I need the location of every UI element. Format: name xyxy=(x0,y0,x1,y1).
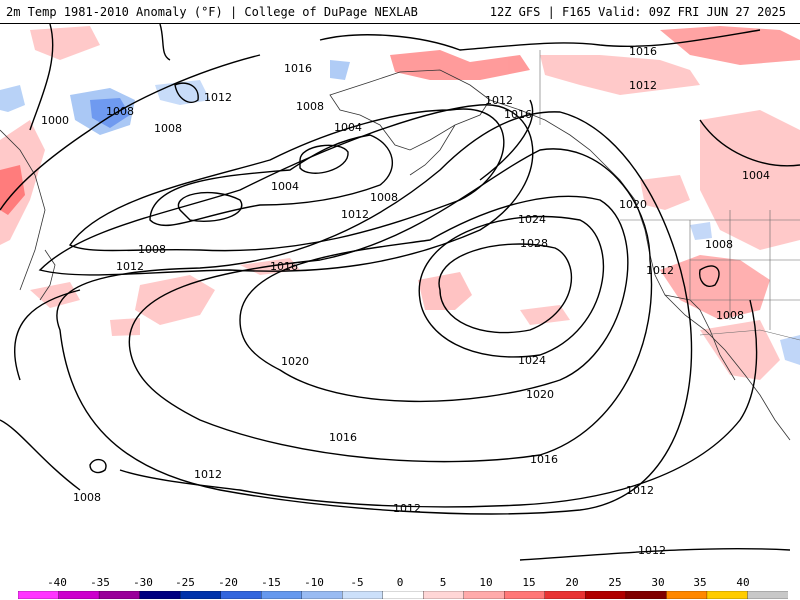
coastlines xyxy=(0,69,791,441)
political-borders xyxy=(539,50,800,341)
legend-tick-label: -5 xyxy=(350,576,364,589)
legend-tick-label: 5 xyxy=(439,576,447,589)
isobar-label: 1008 xyxy=(716,309,744,322)
isobars xyxy=(0,24,800,561)
legend-tick-label: 20 xyxy=(565,576,579,589)
isobar-label: 1012 xyxy=(629,79,657,92)
legend-tick-label: -40 xyxy=(47,576,67,589)
isobar-label: 1004 xyxy=(271,180,299,193)
isobar-label: 1012 xyxy=(341,208,369,221)
legend-color-bar xyxy=(18,591,788,599)
isobar-label: 1008 xyxy=(138,243,166,256)
legend-tick-label: -10 xyxy=(304,576,324,589)
warm-anomaly-shading xyxy=(0,26,800,380)
legend-color-swatch xyxy=(18,591,60,599)
legend-color-swatch xyxy=(342,591,384,599)
isobar-label: 1016 xyxy=(329,431,357,444)
legend-color-swatch xyxy=(261,591,303,599)
isobar-label: 1000 xyxy=(41,114,69,127)
isobar-label: 1024 xyxy=(518,213,546,226)
legend-tick-label: 35 xyxy=(693,576,707,589)
isobar-label: 1008 xyxy=(296,100,324,113)
legend-tick-label: 0 xyxy=(396,576,404,589)
isobar-label: 1012 xyxy=(638,544,666,557)
legend-color-swatch xyxy=(544,591,587,599)
isobar-label: 1004 xyxy=(742,169,770,182)
map-header: 2m Temp 1981-2010 Anomaly (°F) | College… xyxy=(0,0,800,24)
legend-tick-label: 10 xyxy=(479,576,493,589)
legend-color-swatch xyxy=(666,591,708,599)
legend-color-swatch xyxy=(58,591,100,599)
isobar-label: 1012 xyxy=(646,264,674,277)
isobar-label: 1012 xyxy=(626,484,654,497)
isobar-label: 1012 xyxy=(485,94,513,107)
isobar-label: 1020 xyxy=(281,355,309,368)
legend-tick-label: 30 xyxy=(651,576,665,589)
isobar-label: 1008 xyxy=(154,122,182,135)
legend-tick-label: 25 xyxy=(608,576,622,589)
isobar-label: 1012 xyxy=(204,91,232,104)
legend-color-swatch xyxy=(301,591,343,599)
isobar-label: 1020 xyxy=(526,388,554,401)
isobar-label: 1016 xyxy=(629,45,657,58)
isobar-labels: 1000 1008 1008 1012 1016 1008 1004 1004 … xyxy=(41,45,770,557)
isobar-label: 1016 xyxy=(504,108,532,121)
isobar-label: 1008 xyxy=(370,191,398,204)
product-title: 2m Temp 1981-2010 Anomaly (°F) | College… xyxy=(6,5,418,19)
isobar-label: 1004 xyxy=(334,121,362,134)
legend-color-swatch xyxy=(139,591,181,599)
isobar-label: 1016 xyxy=(530,453,558,466)
legend-tick-label: -25 xyxy=(175,576,195,589)
isobar-label: 1012 xyxy=(393,502,421,515)
legend-color-swatch xyxy=(504,591,546,599)
legend-tick-label: -15 xyxy=(261,576,281,589)
legend-tick-label: -20 xyxy=(218,576,238,589)
isobar-label: 1020 xyxy=(619,198,647,211)
legend-color-swatch xyxy=(747,591,788,599)
legend-color-swatch xyxy=(98,591,141,599)
color-scale-legend: -40 -35 -30 -25 -20 -15 -10 -5 0 5 10 15… xyxy=(0,576,800,600)
legend-tick-label: 40 xyxy=(736,576,750,589)
run-valid-time: 12Z GFS | F165 Valid: 09Z FRI JUN 27 202… xyxy=(489,5,786,19)
legend-color-swatch xyxy=(220,591,262,599)
legend-color-swatch xyxy=(423,591,465,599)
legend-tick-label: -35 xyxy=(90,576,110,589)
legend-color-swatch xyxy=(179,591,222,599)
isobar-label: 1016 xyxy=(284,62,312,75)
isobar-label: 1024 xyxy=(518,354,546,367)
isobar-label: 1012 xyxy=(116,260,144,273)
isobar-label: 1008 xyxy=(73,491,101,504)
isobar-label: 1012 xyxy=(194,468,222,481)
legend-tick-label: 15 xyxy=(522,576,536,589)
isobar-label: 1008 xyxy=(705,238,733,251)
pressure-anomaly-map: 1000 1008 1008 1012 1016 1008 1004 1004 … xyxy=(0,24,800,561)
legend-color-swatch xyxy=(585,591,627,599)
isobar-label: 1008 xyxy=(106,105,134,118)
legend-color-swatch xyxy=(706,591,749,599)
isobar-label: 1016 xyxy=(270,260,298,273)
legend-color-swatch xyxy=(625,591,668,599)
legend-tick-label: -30 xyxy=(133,576,153,589)
legend-color-swatch xyxy=(463,591,505,599)
legend-color-swatch xyxy=(382,591,424,599)
isobar-label: 1028 xyxy=(520,237,548,250)
